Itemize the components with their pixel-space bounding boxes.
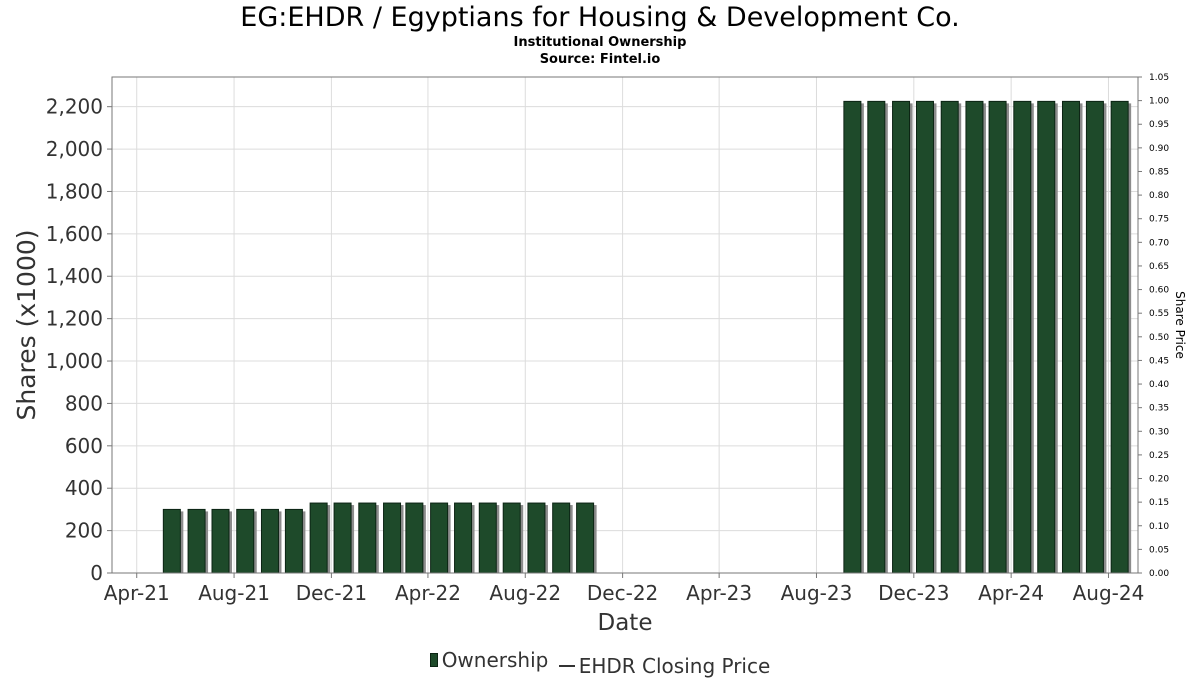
y2-tick-label: 1.05 xyxy=(1149,73,1169,83)
y-tick-label: 0 xyxy=(90,561,103,585)
ownership-bar xyxy=(211,508,230,574)
y-tick-label: 2,000 xyxy=(46,137,103,161)
x-tick-label: Aug-22 xyxy=(489,581,561,605)
ownership-bar xyxy=(1037,100,1056,574)
chart-source: Source: Fintel.io xyxy=(539,52,661,67)
y2-tick-label: 0.75 xyxy=(1149,215,1169,225)
x-tick-label: Dec-23 xyxy=(878,581,949,605)
ownership-bar xyxy=(430,502,449,574)
x-tick-label: Apr-24 xyxy=(978,581,1044,605)
y-tick-label: 2,200 xyxy=(46,95,103,119)
y2-tick-label: 0.50 xyxy=(1149,333,1169,343)
ownership-bar xyxy=(478,502,497,574)
plot-border xyxy=(111,76,1139,574)
chart-title: EG:EHDR / Egyptians for Housing & Develo… xyxy=(240,2,960,33)
y2-tick-label: 0.15 xyxy=(1149,498,1169,508)
y2-axis-label: Share Price xyxy=(1173,291,1187,359)
ownership-bar xyxy=(405,502,424,574)
ownership-bar xyxy=(988,100,1007,574)
ownership-bar xyxy=(843,100,862,574)
ownership-bar xyxy=(576,502,595,574)
chart-legend: Ownership EHDR Closing Price xyxy=(0,648,1200,678)
ownership-bar xyxy=(236,508,255,574)
y2-tick-label: 0.25 xyxy=(1149,451,1169,461)
chart-subtitle: Institutional Ownership xyxy=(513,35,687,50)
ownership-bar xyxy=(358,502,377,574)
ownership-bar xyxy=(309,502,328,574)
y2-tick-label: 0.85 xyxy=(1149,167,1169,177)
ownership-bar xyxy=(940,100,959,574)
x-tick-label: Aug-23 xyxy=(781,581,853,605)
y2-tick-label: 0.20 xyxy=(1149,475,1169,485)
ownership-bar xyxy=(1061,100,1080,574)
y2-tick-label: 0.05 xyxy=(1149,545,1169,555)
y2-tick-label: 0.45 xyxy=(1149,356,1169,366)
y2-tick-label: 1.00 xyxy=(1149,97,1169,107)
legend-ownership-label: Ownership xyxy=(441,648,549,672)
y2-tick-label: 0.00 xyxy=(1149,569,1169,579)
y2-tick-label: 0.55 xyxy=(1149,309,1169,319)
legend-price[interactable]: EHDR Closing Price xyxy=(558,654,771,678)
ownership-bar xyxy=(502,502,521,574)
legend-price-label: EHDR Closing Price xyxy=(578,654,771,678)
ownership-bar xyxy=(527,502,546,574)
x-axis-label: Date xyxy=(598,610,653,636)
y-tick-label: 1,400 xyxy=(46,264,103,288)
ownership-bar xyxy=(260,508,279,574)
ownership-bar xyxy=(1110,100,1129,574)
y-tick-label: 1,800 xyxy=(46,179,103,203)
y-tick-label: 1,000 xyxy=(46,349,103,373)
y2-tick-label: 0.60 xyxy=(1149,286,1169,296)
x-tick-label: Apr-21 xyxy=(104,581,170,605)
y-axis-label: Shares (x1000) xyxy=(12,229,41,420)
ownership-bar xyxy=(867,100,886,574)
legend-bar-swatch xyxy=(429,653,438,667)
ownership-bar xyxy=(187,508,206,574)
y2-tick-label: 0.35 xyxy=(1149,404,1169,414)
ownership-bar xyxy=(284,508,303,574)
y-tick-label: 1,600 xyxy=(46,222,103,246)
legend-line-swatch xyxy=(558,665,575,667)
y-tick-label: 400 xyxy=(65,476,103,500)
ownership-bar xyxy=(915,100,934,574)
y2-tick-label: 0.30 xyxy=(1149,427,1169,437)
y2-tick-label: 0.40 xyxy=(1149,380,1169,390)
y-tick-label: 800 xyxy=(65,391,103,415)
x-tick-label: Dec-21 xyxy=(296,581,367,605)
ownership-bar xyxy=(892,100,911,574)
ownership-bar xyxy=(965,100,984,574)
ownership-bar xyxy=(1085,100,1104,574)
y2-tick-label: 0.65 xyxy=(1149,262,1169,272)
x-tick-label: Apr-22 xyxy=(395,581,461,605)
y2-tick-label: 0.90 xyxy=(1149,144,1169,154)
x-tick-label: Aug-21 xyxy=(198,581,270,605)
y2-tick-label: 0.80 xyxy=(1149,191,1169,201)
y2-tick-label: 0.95 xyxy=(1149,120,1169,130)
ownership-bar xyxy=(454,502,473,574)
y-tick-label: 600 xyxy=(65,434,103,458)
ownership-bar xyxy=(552,502,571,574)
ownership-bar xyxy=(162,508,181,574)
x-tick-label: Dec-22 xyxy=(587,581,658,605)
ownership-bar xyxy=(1013,100,1032,574)
x-tick-label: Aug-24 xyxy=(1073,581,1145,605)
y2-tick-label: 0.10 xyxy=(1149,522,1169,532)
ownership-bar xyxy=(333,502,352,574)
x-tick-label: Apr-23 xyxy=(686,581,752,605)
y-tick-label: 200 xyxy=(65,519,103,543)
y2-tick-label: 0.70 xyxy=(1149,238,1169,248)
y-tick-label: 1,200 xyxy=(46,307,103,331)
legend-ownership[interactable]: Ownership xyxy=(429,648,549,672)
ownership-bar xyxy=(383,502,402,574)
